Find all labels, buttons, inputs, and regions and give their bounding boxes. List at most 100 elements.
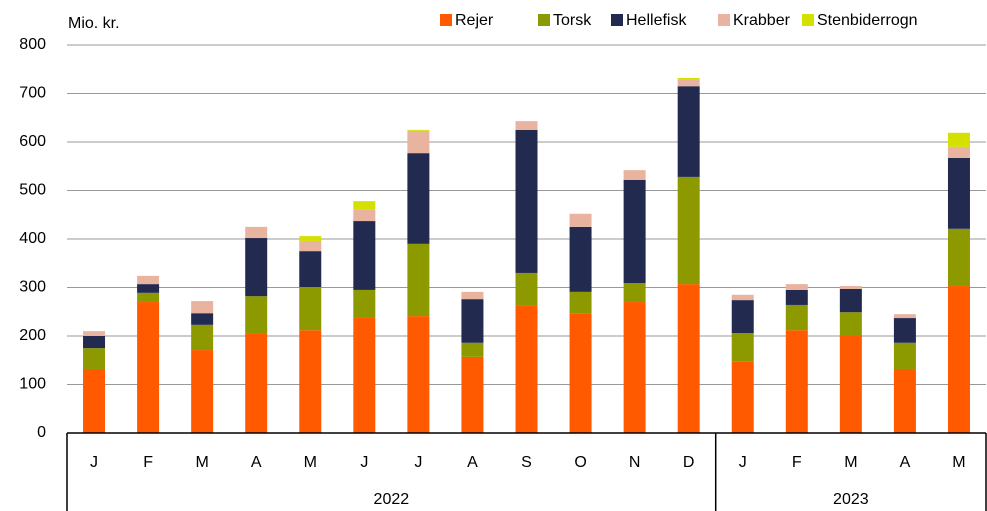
- bar-segment: [947, 158, 970, 229]
- bar-segment: [677, 86, 700, 177]
- bar-segment: [137, 284, 160, 293]
- bar-segment: [677, 77, 700, 80]
- x-group-label: 2022: [374, 491, 410, 508]
- bar-segment: [569, 213, 592, 227]
- bar-segment: [83, 348, 106, 369]
- x-tick-label: M: [844, 454, 857, 471]
- bar-segment: [569, 291, 592, 314]
- x-tick-label: J: [90, 454, 98, 471]
- bar-segment: [623, 283, 646, 303]
- x-tick-label: F: [792, 454, 802, 471]
- y-tick-label: 400: [19, 230, 46, 247]
- bar-segment: [893, 314, 916, 319]
- x-tick-label: N: [629, 454, 641, 471]
- legend-label: Torsk: [553, 12, 592, 29]
- bar-segment: [515, 272, 538, 306]
- legend-label: Stenbiderrogn: [817, 12, 918, 29]
- bar-segment: [623, 179, 646, 284]
- bar-segment: [353, 221, 376, 290]
- bar-segment: [785, 289, 808, 305]
- y-tick-label: 500: [19, 182, 46, 199]
- legend-label: Hellefisk: [626, 12, 687, 29]
- bar-segment: [677, 176, 700, 285]
- bar-segment: [245, 333, 268, 433]
- bar-segment: [515, 129, 538, 273]
- bar-segment: [677, 284, 700, 433]
- bar-segment: [245, 226, 268, 239]
- bar-segment: [623, 170, 646, 180]
- bar-segment: [353, 209, 376, 222]
- x-tick-label: A: [467, 454, 478, 471]
- bar-segment: [245, 296, 268, 334]
- bar-segment: [785, 330, 808, 433]
- x-tick-label: M: [195, 454, 208, 471]
- bar-segment: [407, 243, 430, 317]
- bar-segment: [893, 318, 916, 343]
- bar-segment: [299, 236, 322, 241]
- x-tick-label: J: [414, 454, 422, 471]
- x-tick-label: A: [251, 454, 262, 471]
- legend-swatch: [718, 14, 730, 26]
- bar-segment: [623, 302, 646, 433]
- bar-segment: [299, 251, 322, 288]
- bar-segment: [515, 121, 538, 130]
- bar-segment: [839, 288, 862, 313]
- legend-swatch: [802, 14, 814, 26]
- x-group-label: 2023: [833, 491, 869, 508]
- bar-segment: [407, 129, 430, 131]
- legend-swatch: [538, 14, 550, 26]
- y-tick-label: 700: [19, 85, 46, 102]
- y-tick-label: 600: [19, 133, 46, 150]
- bar-segment: [839, 336, 862, 433]
- y-tick-label: 0: [37, 424, 46, 441]
- y-tick-label: 200: [19, 327, 46, 344]
- bar-segment: [677, 79, 700, 87]
- y-axis-label: Mio. kr.: [68, 15, 120, 32]
- bar-segment: [461, 291, 484, 300]
- legend-label: Rejer: [455, 12, 494, 29]
- y-tick-label: 100: [19, 376, 46, 393]
- bar-segment: [947, 146, 970, 159]
- x-tick-label: S: [521, 454, 532, 471]
- bar-segment: [731, 300, 754, 334]
- bar-segment: [731, 361, 754, 433]
- legend-label: Krabber: [733, 12, 791, 29]
- bar-segment: [461, 299, 484, 343]
- bar-segment: [353, 201, 376, 210]
- bar-segment: [137, 302, 160, 433]
- bar-segment: [515, 305, 538, 433]
- x-tick-label: D: [683, 454, 695, 471]
- y-tick-label: 800: [19, 36, 46, 53]
- bar-segment: [947, 132, 970, 147]
- bar-segment: [839, 312, 862, 336]
- bar-segment: [407, 316, 430, 433]
- bar-segment: [731, 333, 754, 362]
- bar-segment: [353, 317, 376, 433]
- legend-swatch: [611, 14, 623, 26]
- x-tick-label: M: [304, 454, 317, 471]
- bar-segment: [461, 356, 484, 433]
- bar-segment: [299, 287, 322, 331]
- bar-segment: [785, 304, 808, 331]
- x-tick-label: O: [574, 454, 586, 471]
- bar-segment: [407, 130, 430, 154]
- bar-segment: [407, 153, 430, 244]
- x-tick-label: A: [900, 454, 911, 471]
- x-tick-label: J: [739, 454, 747, 471]
- bar-segment: [83, 336, 106, 349]
- bar-segment: [299, 330, 322, 433]
- x-tick-label: J: [360, 454, 368, 471]
- bar-segment: [137, 275, 160, 285]
- legend-swatch: [440, 14, 452, 26]
- bar-segment: [191, 350, 214, 433]
- bar-segment: [461, 342, 484, 357]
- x-tick-label: M: [952, 454, 965, 471]
- bar-segment: [137, 292, 160, 303]
- y-tick-label: 300: [19, 279, 46, 296]
- bar-segment: [353, 289, 376, 318]
- bar-segment: [299, 240, 322, 252]
- bar-segment: [83, 368, 106, 433]
- bar-segment: [191, 324, 214, 351]
- bar-segment: [785, 284, 808, 290]
